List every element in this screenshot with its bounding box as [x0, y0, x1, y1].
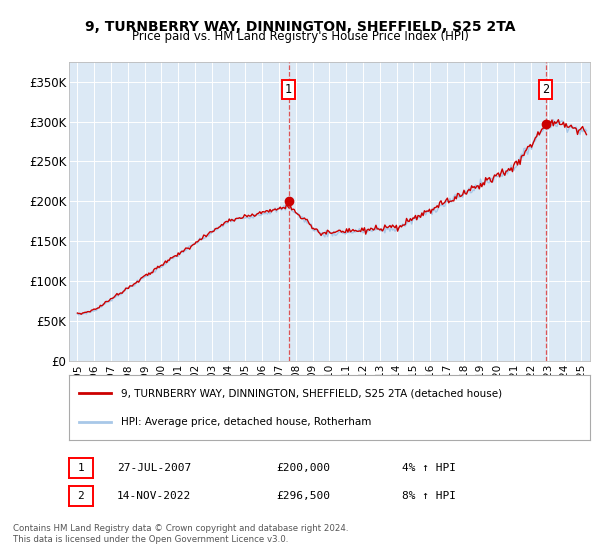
Text: 14-NOV-2022: 14-NOV-2022	[117, 491, 191, 501]
Text: Price paid vs. HM Land Registry's House Price Index (HPI): Price paid vs. HM Land Registry's House …	[131, 30, 469, 43]
Text: 4% ↑ HPI: 4% ↑ HPI	[402, 463, 456, 473]
Text: 2: 2	[77, 491, 85, 501]
Text: Contains HM Land Registry data © Crown copyright and database right 2024.: Contains HM Land Registry data © Crown c…	[13, 524, 349, 533]
Text: This data is licensed under the Open Government Licence v3.0.: This data is licensed under the Open Gov…	[13, 535, 289, 544]
Text: 9, TURNBERRY WAY, DINNINGTON, SHEFFIELD, S25 2TA: 9, TURNBERRY WAY, DINNINGTON, SHEFFIELD,…	[85, 20, 515, 34]
Text: 1: 1	[285, 83, 292, 96]
Text: 9, TURNBERRY WAY, DINNINGTON, SHEFFIELD, S25 2TA (detached house): 9, TURNBERRY WAY, DINNINGTON, SHEFFIELD,…	[121, 388, 502, 398]
Text: 2: 2	[542, 83, 549, 96]
Text: 27-JUL-2007: 27-JUL-2007	[117, 463, 191, 473]
Text: 8% ↑ HPI: 8% ↑ HPI	[402, 491, 456, 501]
Text: £200,000: £200,000	[276, 463, 330, 473]
Text: £296,500: £296,500	[276, 491, 330, 501]
Text: HPI: Average price, detached house, Rotherham: HPI: Average price, detached house, Roth…	[121, 417, 371, 427]
Text: 1: 1	[77, 463, 85, 473]
